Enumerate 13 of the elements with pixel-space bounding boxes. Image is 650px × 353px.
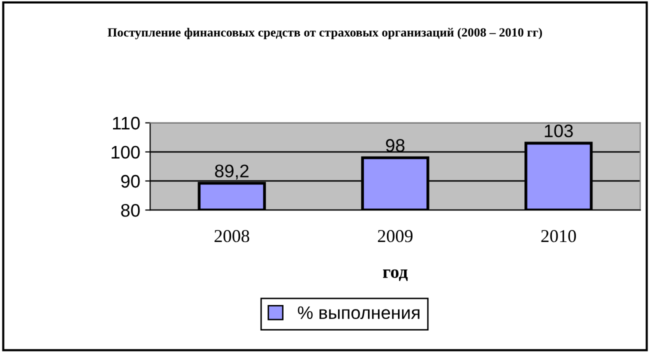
x-tick-label: 2008 — [214, 230, 250, 242]
data-label: 98 — [386, 139, 404, 152]
x-axis-title: год — [382, 269, 408, 281]
x-tick-label: 2010 — [541, 230, 576, 242]
y-tick-label: 110 — [113, 116, 140, 130]
y-tick-label: 100 — [112, 146, 140, 159]
y-tick-label: 90 — [121, 174, 140, 188]
chart-title: Поступление финансовых средств от страховых организаций (2008 – 2010 гг) — [108, 28, 542, 40]
data-label: 89,2 — [215, 164, 248, 180]
data-label: 103 — [544, 124, 573, 138]
legend-label: % выполнения — [298, 306, 420, 320]
x-tick-label: 2009 — [378, 230, 413, 242]
y-tick-label: 80 — [121, 204, 140, 217]
